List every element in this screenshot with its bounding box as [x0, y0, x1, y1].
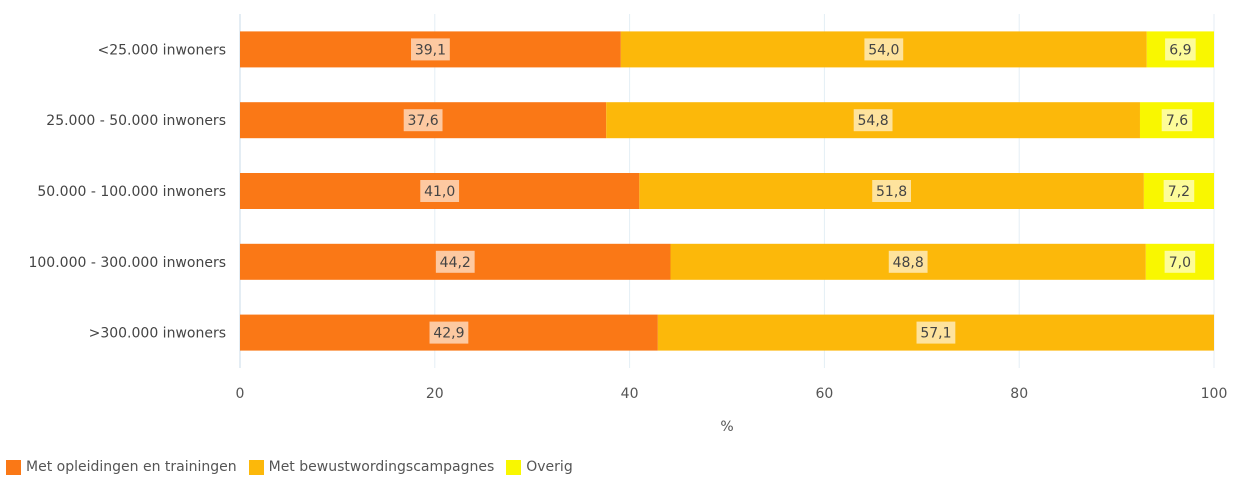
legend-item-opleidingen[interactable]: Met opleidingen en trainingen: [6, 459, 237, 475]
category-label: 25.000 - 50.000 inwoners: [46, 113, 226, 129]
category-label: >300.000 inwoners: [89, 326, 226, 342]
data-label: 57,1: [920, 326, 951, 342]
data-label-bg: [1163, 180, 1195, 202]
legend-label-opleidingen: Met opleidingen en trainingen: [26, 459, 237, 475]
legend-label-campagnes: Met bewustwordingscampagnes: [268, 459, 495, 475]
x-tick-label: 0: [236, 386, 245, 402]
stacked-bar-chart: 39,1 54,0 6,9 37,6 54,8 7,6 41,0 51,8 7,2 44,2 48,…: [28, 14, 1228, 435]
x-axis-label: %: [720, 419, 733, 435]
data-label-bg: [872, 180, 912, 202]
legend-item-overig[interactable]: Overig: [506, 459, 573, 475]
x-tick-labels: 0 20 40 60 80 100: [236, 386, 1228, 402]
category-label: <25.000 inwoners: [98, 42, 226, 58]
legend: Met opleidingen en trainingen Met bewust…: [6, 459, 585, 475]
x-tick-label: 60: [815, 386, 833, 402]
data-label: 39,1: [415, 42, 446, 58]
legend-swatch-overig: [506, 459, 522, 475]
data-label: 48,8: [893, 255, 924, 271]
data-label-bg: [888, 250, 928, 273]
category-label: 50.000 - 100.000 inwoners: [37, 184, 226, 200]
data-label-bg: [1161, 109, 1193, 132]
data-label: 51,8: [876, 184, 907, 200]
legend-swatch-opleidingen: [6, 459, 21, 475]
category-labels: <25.000 inwoners 25.000 - 50.000 inwoners…: [28, 42, 226, 341]
data-label-bg: [420, 180, 460, 202]
legend-swatch-campagnes: [248, 459, 264, 475]
legend-label-overig: Overig: [526, 459, 573, 475]
data-label: 41,0: [424, 184, 455, 200]
legend-item-campagnes[interactable]: Met bewustwordingscampagnes: [248, 459, 495, 475]
x-tick-label: 100: [1201, 386, 1228, 402]
data-label-bg: [916, 321, 956, 344]
data-label-bg: [411, 38, 450, 61]
data-label: 42,9: [433, 326, 464, 342]
data-label-bg: [1165, 38, 1196, 61]
x-tick-label: 40: [621, 386, 639, 402]
data-label: 37,6: [408, 113, 439, 129]
bar-series: 39,1 54,0 6,9 37,6 54,8 7,6 41,0 51,8 7,2 44,2 48,…: [240, 31, 1214, 351]
data-label-bg: [1164, 250, 1196, 273]
data-label: 44,2: [440, 255, 471, 271]
data-label: 7,0: [1169, 255, 1191, 271]
data-label-bg: [429, 321, 469, 344]
data-label: 54,0: [868, 42, 899, 58]
data-label: 6,9: [1169, 42, 1191, 58]
category-label: 100.000 - 300.000 inwoners: [28, 255, 226, 271]
x-tick-label: 80: [1010, 386, 1028, 402]
data-label-bg: [864, 38, 904, 61]
data-label-bg: [403, 109, 443, 132]
data-label-bg: [853, 109, 893, 132]
x-tick-label: 20: [426, 386, 444, 402]
data-label-bg: [435, 250, 475, 273]
data-label: 7,2: [1168, 184, 1190, 200]
data-label: 54,8: [858, 113, 889, 129]
data-label: 7,6: [1166, 113, 1188, 129]
